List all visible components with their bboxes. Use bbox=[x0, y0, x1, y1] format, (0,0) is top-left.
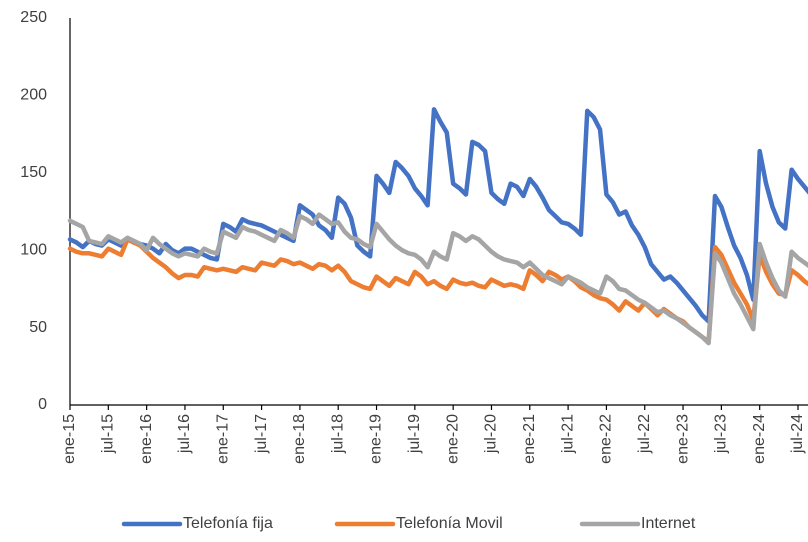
series-line bbox=[67, 107, 808, 324]
x-tick-label: ene-15 bbox=[61, 414, 78, 464]
x-tick-label: ene-21 bbox=[521, 414, 538, 464]
x-tick-label: jul-17 bbox=[253, 414, 270, 454]
x-tick-label: jul-19 bbox=[406, 414, 423, 454]
x-tick-label: ene-18 bbox=[291, 414, 308, 464]
x-tick-label: ene-23 bbox=[674, 414, 691, 464]
x-tick-label: jul-20 bbox=[483, 414, 500, 454]
x-tick-label: ene-20 bbox=[444, 414, 461, 464]
x-tick-label: jul-15 bbox=[100, 414, 117, 454]
x-tick-label: jul-24 bbox=[789, 414, 806, 454]
legend-label: Telefonía fija bbox=[183, 515, 273, 532]
x-tick-label: jul-18 bbox=[329, 414, 346, 454]
y-tick-label: 100 bbox=[20, 241, 47, 258]
x-tick-label: ene-19 bbox=[368, 414, 385, 464]
legend-label: Internet bbox=[641, 515, 696, 532]
series-line bbox=[67, 212, 808, 346]
x-tick-label: ene-22 bbox=[598, 414, 615, 464]
x-tick-label: jul-23 bbox=[713, 414, 730, 454]
x-tick-label: jul-16 bbox=[176, 414, 193, 454]
x-tick-label: ene-17 bbox=[214, 414, 231, 464]
x-tick-label: jul-21 bbox=[559, 414, 576, 454]
y-tick-label: 200 bbox=[20, 87, 47, 104]
y-tick-label: 50 bbox=[29, 319, 47, 336]
legend-label: Telefonía Movil bbox=[396, 515, 503, 532]
y-tick-label: 0 bbox=[38, 396, 47, 413]
x-tick-label: jul-22 bbox=[636, 414, 653, 454]
x-tick-label: ene-24 bbox=[751, 414, 768, 464]
x-tick-label: ene-16 bbox=[138, 414, 155, 464]
y-tick-label: 250 bbox=[20, 9, 47, 26]
y-tick-label: 150 bbox=[20, 164, 47, 181]
